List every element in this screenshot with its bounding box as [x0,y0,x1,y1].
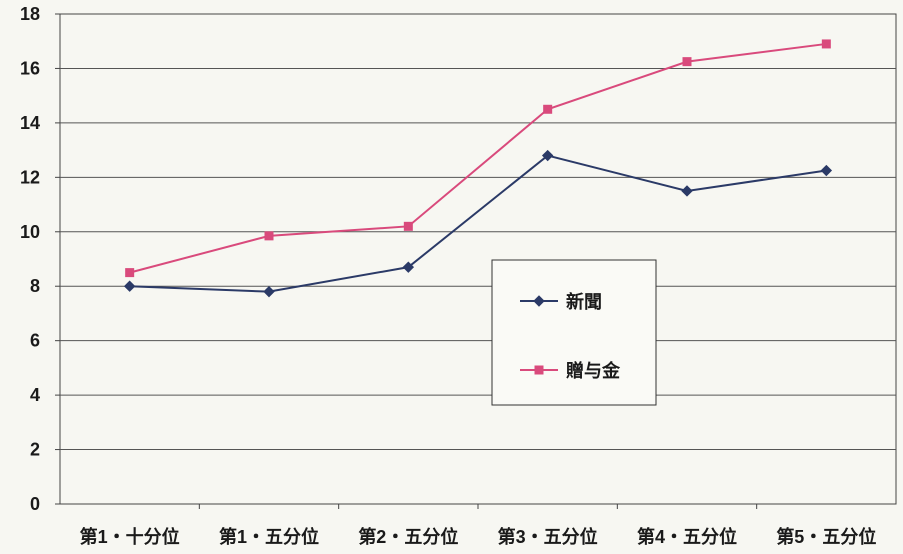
series-1-point [541,149,554,162]
series-1-point [402,261,415,273]
x-tick-label: 第4・五分位 [637,526,737,547]
y-tick-label: 10 [20,222,40,242]
y-tick-label: 16 [20,58,40,78]
x-tick-label: 第2・五分位 [358,526,458,547]
series-1-point [681,185,693,197]
series-2-point [125,268,135,278]
x-tick-label: 第1・十分位 [80,526,180,547]
y-tick-label: 4 [30,385,40,405]
y-tick-label: 18 [20,4,40,24]
x-tick-label: 第5・五分位 [776,526,876,547]
x-tick-label: 第3・五分位 [498,526,598,547]
y-tick-label: 6 [30,331,40,351]
y-tick-label: 2 [30,440,40,460]
series-1-point [123,280,136,292]
y-axis-ticks: 0 2 4 6 8 10 12 14 16 18 [20,4,60,514]
series-1-line [129,154,827,293]
legend-box [491,259,657,406]
series-layer [123,39,833,298]
series-2-point [264,231,274,241]
legend-series-2-swatch-marker [534,365,544,375]
series-2-point [403,221,413,231]
plot-area [59,13,897,505]
legend-series-2-label: 贈与金 [566,360,621,382]
y-tick-label: 8 [30,276,40,296]
legend-series-1-label: 新聞 [566,291,602,313]
series-1-point [820,164,833,177]
y-tick-label: 12 [20,167,40,187]
y-tick-label: 14 [20,113,40,133]
x-tick-label: 第1・五分位 [219,526,319,547]
x-axis-ticks: 第1・十分位 第1・五分位 第2・五分位 第3・五分位 第4・五分位 第5・五分位 [80,504,876,547]
legend-series-1-swatch-marker [533,295,545,307]
series-1-point [263,285,275,298]
series-2-point [821,39,831,49]
series-2-line [129,42,827,274]
gridlines [60,67,896,451]
series-2-point [682,57,692,67]
series-2-point [543,104,553,114]
y-tick-label: 0 [30,494,40,514]
